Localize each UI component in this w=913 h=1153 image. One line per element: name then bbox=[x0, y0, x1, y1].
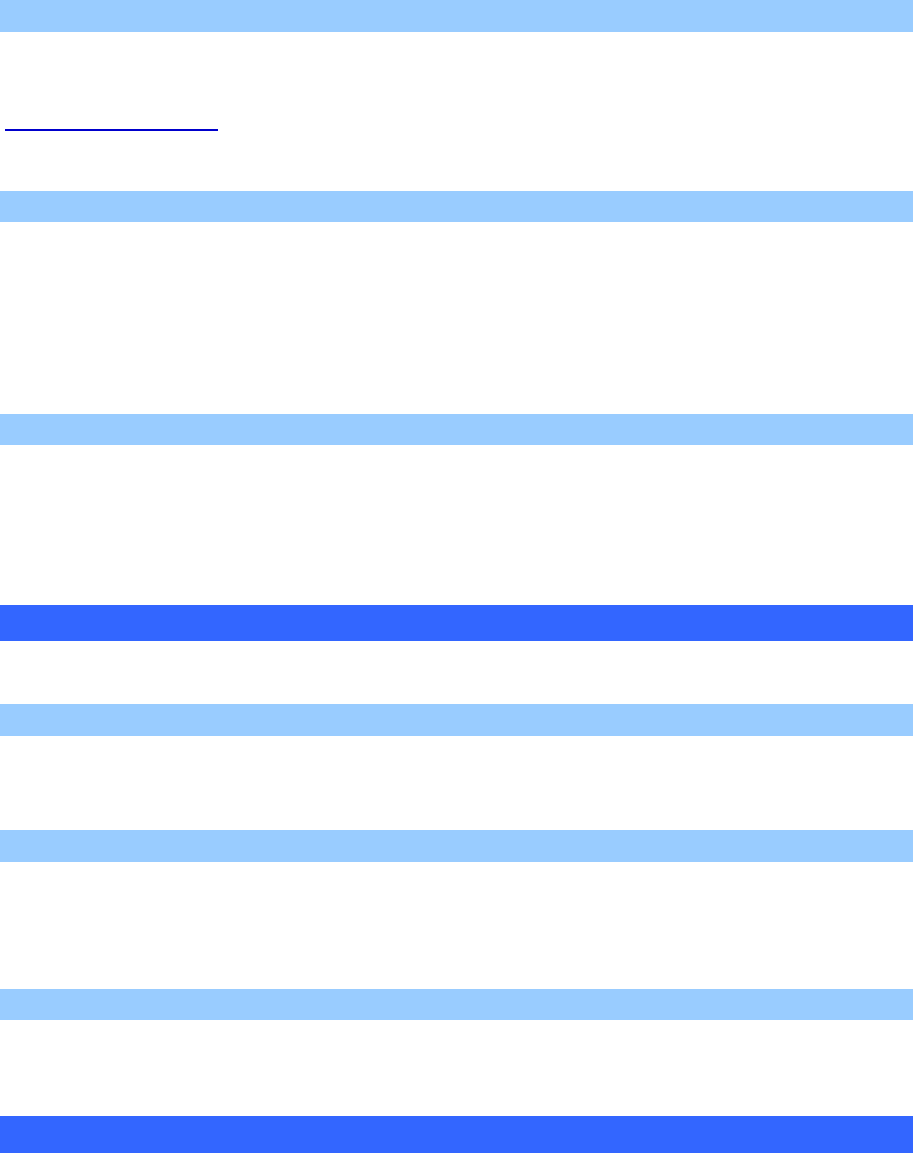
link[interactable] bbox=[5, 129, 218, 131]
section-header bbox=[0, 414, 913, 445]
section-banner bbox=[0, 1116, 913, 1153]
section-header bbox=[0, 989, 913, 1020]
section-header bbox=[0, 191, 913, 222]
section-header bbox=[0, 0, 913, 32]
section-header bbox=[0, 704, 913, 736]
section-header bbox=[0, 830, 913, 862]
section-banner bbox=[0, 605, 913, 641]
